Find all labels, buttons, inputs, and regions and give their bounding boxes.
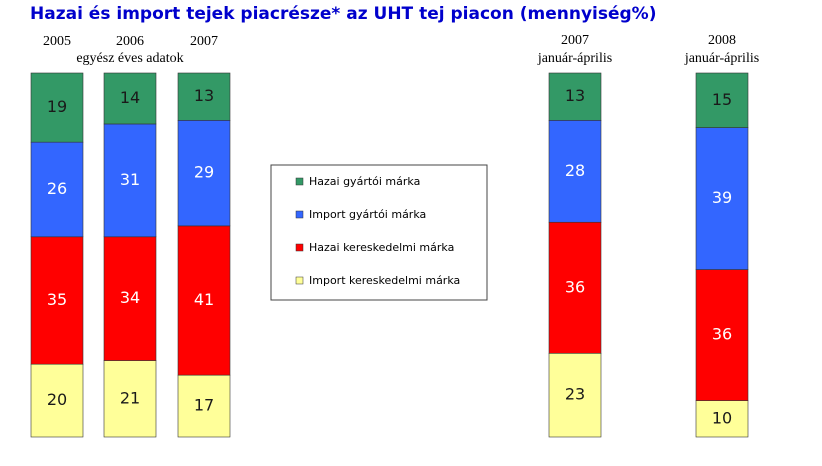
chart-title: Hazai és import tejek piacrésze* az UHT … xyxy=(30,4,656,24)
value-label: 13 xyxy=(194,86,214,105)
value-label: 14 xyxy=(120,88,140,107)
legend-label: Import gyártói márka xyxy=(309,208,426,221)
value-label: 29 xyxy=(194,163,214,182)
value-label: 15 xyxy=(712,90,732,109)
value-label: 41 xyxy=(194,290,214,309)
legend-swatch xyxy=(295,276,304,285)
x-tick-label: 2007 xyxy=(561,33,589,48)
bar-segment xyxy=(177,120,231,227)
value-label: 36 xyxy=(712,325,732,344)
bar-segment xyxy=(103,236,157,361)
value-label: 31 xyxy=(120,170,140,189)
bar-segment xyxy=(695,72,749,128)
bar-segment xyxy=(103,123,157,238)
legend-box xyxy=(270,164,488,301)
legend-swatch xyxy=(295,210,304,219)
value-label: 26 xyxy=(47,179,67,198)
legend-label: Hazai kereskedelmi márka xyxy=(309,241,454,254)
bar-segment xyxy=(695,269,749,401)
legend-swatch xyxy=(295,243,304,252)
x-tick-label: 2006 xyxy=(116,34,144,49)
legend-label: Import kereskedelmi márka xyxy=(309,274,460,287)
x-tick-label: 2005 xyxy=(43,34,71,49)
bar-segment xyxy=(548,72,602,121)
bar-segment xyxy=(177,374,231,438)
x-tick-label: 2007 xyxy=(190,34,218,49)
bar-segment xyxy=(30,363,84,438)
bar-segment xyxy=(695,400,749,438)
bar-segment xyxy=(103,360,157,438)
legend-swatch xyxy=(295,177,304,186)
value-label: 28 xyxy=(565,161,585,180)
value-label: 10 xyxy=(712,408,732,427)
value-label: 23 xyxy=(565,385,585,404)
legend-label: Hazai gyártói márka xyxy=(309,175,420,188)
value-label: 21 xyxy=(120,388,140,407)
value-label: 20 xyxy=(47,390,67,409)
value-label: 39 xyxy=(712,188,732,207)
bar-segment xyxy=(177,72,231,121)
annotation: egyész éves adatok xyxy=(76,51,183,66)
bar-segment xyxy=(177,225,231,376)
bar-segment xyxy=(30,72,84,143)
bar-segment xyxy=(30,141,84,238)
x-tick-label: 2008 xyxy=(708,33,736,48)
value-label: 13 xyxy=(565,86,585,105)
value-label: 34 xyxy=(120,288,140,307)
bar-segment xyxy=(695,127,749,270)
value-label: 36 xyxy=(565,277,585,296)
bar-segment xyxy=(103,72,157,125)
value-label: 17 xyxy=(194,396,214,415)
value-label: 19 xyxy=(47,97,67,116)
bar-segment xyxy=(548,221,602,354)
x-tick-sublabel: január-április xyxy=(537,51,612,66)
x-tick-sublabel: január-április xyxy=(684,51,759,66)
value-label: 35 xyxy=(47,290,67,309)
bar-segment xyxy=(548,120,602,223)
